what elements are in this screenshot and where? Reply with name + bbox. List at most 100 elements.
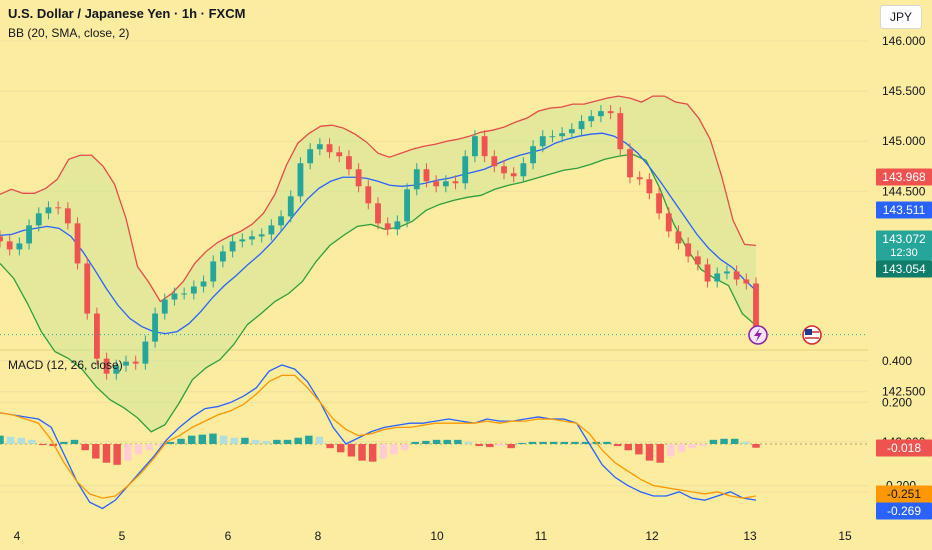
candle-body <box>365 186 372 204</box>
macd-histogram-bar <box>337 444 345 453</box>
candle-body <box>481 136 488 157</box>
candle-body <box>675 231 682 244</box>
last-price-label-countdown: 12:30 <box>890 247 918 259</box>
x-tick-label: 13 <box>743 529 757 543</box>
lightning-glyph <box>754 328 762 342</box>
x-tick-label: 4 <box>14 529 21 543</box>
candle-body <box>665 213 672 232</box>
macd-histogram-bar <box>699 444 707 447</box>
candle-body <box>510 173 517 177</box>
candle-body <box>113 365 120 374</box>
signal-value-label-bg <box>876 485 932 503</box>
macd-histogram-bar <box>422 440 430 444</box>
macd-histogram-bar <box>230 437 238 444</box>
candle-body <box>724 271 730 274</box>
candle-body <box>442 181 449 187</box>
last-price-label-bg <box>876 230 932 261</box>
macd-value-label: -0.269 <box>887 504 921 518</box>
event-icons[interactable] <box>748 325 822 345</box>
histogram-value-label: -0.018 <box>887 441 921 455</box>
candle-body <box>307 149 314 164</box>
y-tick-label: 145.000 <box>882 134 926 148</box>
x-tick-label: 12 <box>645 529 659 543</box>
candle-body <box>16 243 23 250</box>
candle-body <box>375 203 381 224</box>
candle-body <box>268 225 275 235</box>
macd-histogram-bar <box>603 441 611 444</box>
macd-histogram-bar <box>688 444 696 449</box>
candle-body <box>103 358 110 374</box>
candle-body <box>743 279 750 284</box>
macd-histogram-bar <box>166 441 175 444</box>
macd-histogram-bar <box>400 444 409 451</box>
candle-body <box>181 293 188 295</box>
candle-body <box>394 221 401 230</box>
candle-body <box>733 271 740 280</box>
candle-body <box>501 166 507 174</box>
candle-body <box>161 299 168 314</box>
x-tick-label: 10 <box>430 529 444 543</box>
macd-histogram-bar <box>145 444 153 451</box>
macd-histogram-bar <box>443 439 451 444</box>
candle-body <box>588 116 595 122</box>
macd-histogram-bar <box>305 435 313 444</box>
candle-body <box>384 223 391 230</box>
candle-body <box>491 156 498 167</box>
macd-histogram-bar <box>507 444 515 449</box>
macd-histogram-bar <box>581 441 590 444</box>
macd-histogram-bar <box>368 444 377 462</box>
macd-histogram-bar <box>347 444 356 457</box>
candle-body <box>316 144 323 150</box>
bb-fill <box>0 96 756 432</box>
macd-histogram-bar <box>432 439 441 444</box>
candle-body <box>694 256 701 265</box>
x-tick-label: 5 <box>119 529 126 543</box>
macd-histogram-bar <box>677 444 686 453</box>
macd-histogram-bar <box>6 436 15 444</box>
candle-body <box>142 341 149 364</box>
macd-indicator-label[interactable]: MACD (12, 26, close) <box>8 358 123 372</box>
candle-body <box>568 129 575 134</box>
bollinger-bands <box>0 95 757 433</box>
candle-body <box>346 156 352 170</box>
candle-body <box>598 111 604 117</box>
macd-histogram-bar <box>294 437 302 444</box>
macd-histogram-bar <box>560 441 569 444</box>
macd-histogram-bar <box>102 444 111 463</box>
candle-body <box>55 207 62 209</box>
macd-histogram-bar <box>475 444 483 447</box>
macd-histogram-bar <box>379 444 388 459</box>
currency-button[interactable]: JPY <box>880 5 922 29</box>
candle-body <box>45 207 52 214</box>
bb-indicator-label[interactable]: BB (20, SMA, close, 2) <box>8 26 130 40</box>
candle-body <box>413 169 420 190</box>
candle-body <box>326 144 333 153</box>
candle-body <box>355 169 362 187</box>
candle-body <box>472 136 478 157</box>
macd-histogram-bar <box>70 439 79 444</box>
macd-histogram-bar <box>315 436 324 444</box>
macd-histogram-bar <box>241 437 249 444</box>
macd-histogram-bar <box>613 444 622 447</box>
macd-y-tick-label: 0.400 <box>882 354 912 368</box>
bb-lower-price-label: 143.054 <box>882 262 926 276</box>
candle-body <box>123 361 129 366</box>
macd-histogram-bar <box>667 444 675 457</box>
macd-histogram-bar <box>752 444 760 448</box>
candle-body <box>258 234 265 237</box>
macd-histogram-bar <box>155 444 164 447</box>
candle-body <box>26 225 32 244</box>
macd-histogram-bar <box>539 441 547 444</box>
macd-histogram-bar <box>486 444 494 448</box>
bb-basis-price-label-bg <box>876 201 932 219</box>
signal-value-label: -0.251 <box>887 487 921 501</box>
macd-histogram-bar <box>411 441 419 444</box>
candle-body <box>94 313 100 359</box>
macd-histogram-bar <box>262 440 270 444</box>
candle-body <box>646 179 653 194</box>
candle-body <box>704 264 711 282</box>
candle-body <box>685 243 692 257</box>
macd-histogram-bar <box>209 433 217 444</box>
